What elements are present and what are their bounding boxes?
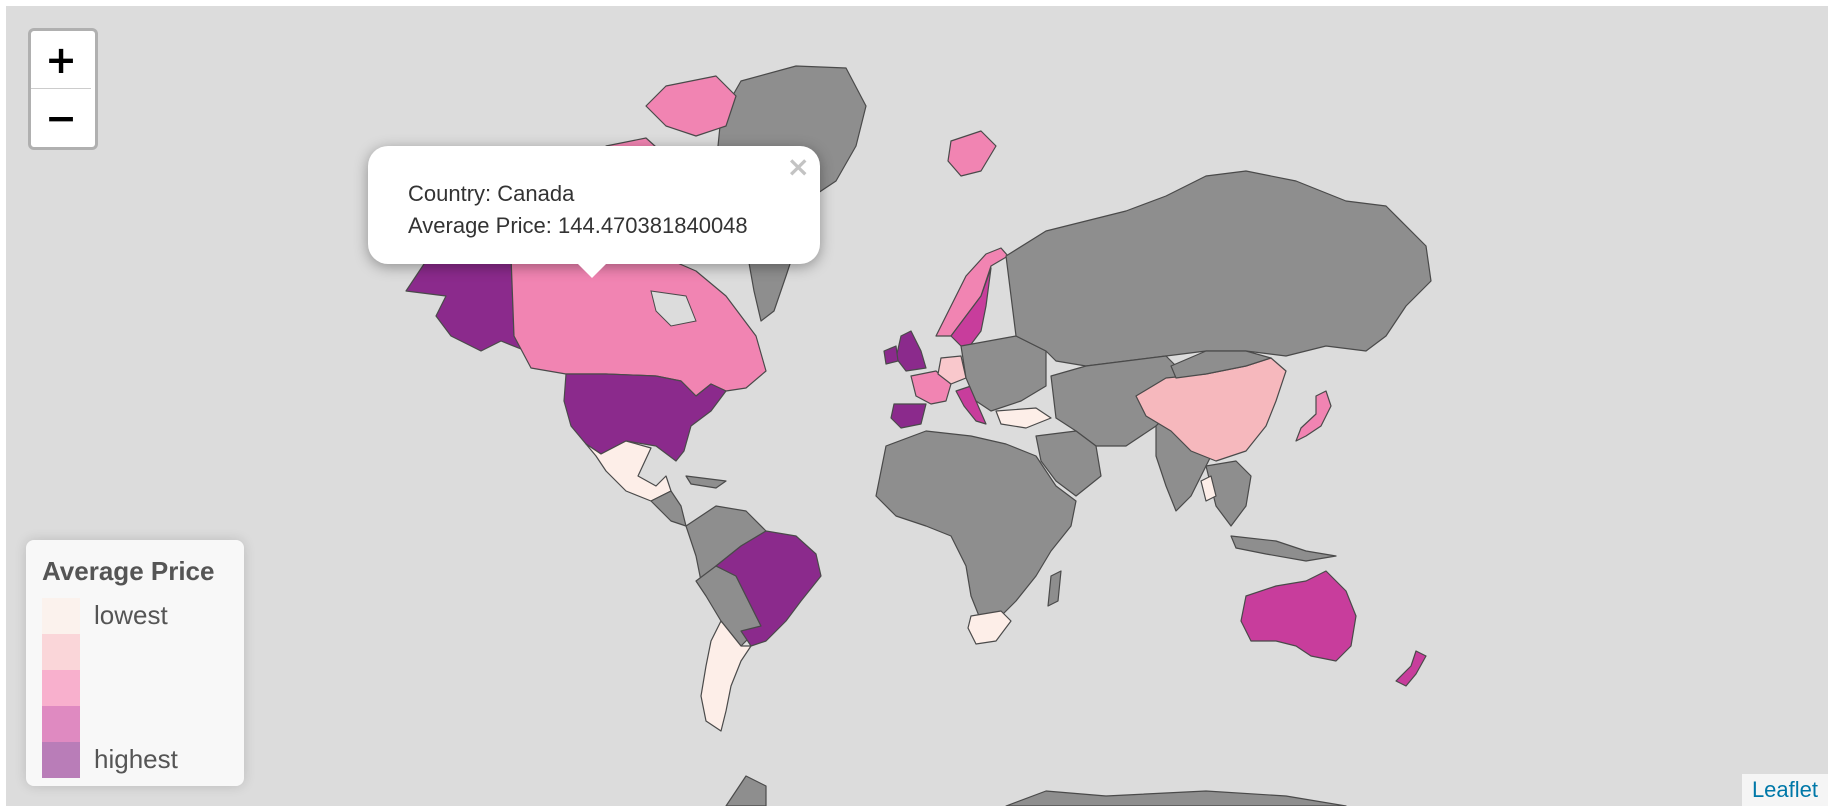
country-japan[interactable] [1295,390,1332,442]
legend: Average Price lowest highest [26,540,244,786]
legend-label-highest: highest [94,744,178,774]
country-alaska[interactable] [405,255,527,352]
country-ireland[interactable] [883,345,899,365]
popup-content: Country: Canada Average Price: 144.47038… [408,178,748,242]
country-argentina[interactable] [700,620,752,732]
popup-price-line: Average Price: 144.470381840048 [408,213,748,238]
country-canada[interactable] [510,247,767,397]
country-spain[interactable] [890,403,927,429]
popup-tip [576,262,608,278]
country-africa[interactable] [875,430,1077,622]
legend-label-lowest: lowest [94,600,168,630]
country-russia[interactable] [1005,170,1432,367]
legend-swatch [42,670,80,706]
legend-swatch [42,634,80,670]
country-thailand[interactable] [1200,475,1217,502]
legend-swatch [42,598,80,634]
map-container[interactable]: + − × Country: Canada Average Price: 144… [6,6,1828,806]
legend-title: Average Price [42,556,215,586]
country-australia[interactable] [1240,570,1357,662]
zoom-in-button[interactable]: + [31,31,91,89]
legend-swatch [42,742,80,778]
country-mongolia[interactable] [1170,350,1272,379]
popup-close-icon[interactable]: × [786,150,810,183]
country-united-states[interactable] [563,373,727,462]
country-france[interactable] [910,370,952,405]
country-saudi-arabia[interactable] [1035,430,1102,497]
country-canada-islands[interactable] [645,75,737,137]
country-new-zealand[interactable] [1395,650,1427,687]
zoom-out-button[interactable]: − [31,89,91,147]
country-mexico[interactable] [585,440,672,502]
country-indonesia[interactable] [1230,535,1337,562]
country-turkey[interactable] [995,407,1052,429]
country-germany[interactable] [937,355,967,385]
zoom-control: + − [28,28,98,150]
country-southeast-asia[interactable] [1205,460,1252,527]
country-south-africa[interactable] [967,610,1012,645]
region-antarctica-2 [1005,790,1347,806]
popup-country-line: Country: Canada [408,181,575,206]
map-layer[interactable] [6,6,1828,806]
country-cuba[interactable] [685,475,727,489]
region-antarctica [725,775,767,806]
country-popup: × Country: Canada Average Price: 144.470… [368,146,820,278]
attribution-link[interactable]: Leaflet [1741,774,1828,806]
country-madagascar[interactable] [1047,570,1062,607]
legend-swatch [42,706,80,742]
country-brazil[interactable] [715,530,822,647]
country-united-kingdom[interactable] [895,330,927,372]
country-iceland[interactable] [947,130,997,177]
